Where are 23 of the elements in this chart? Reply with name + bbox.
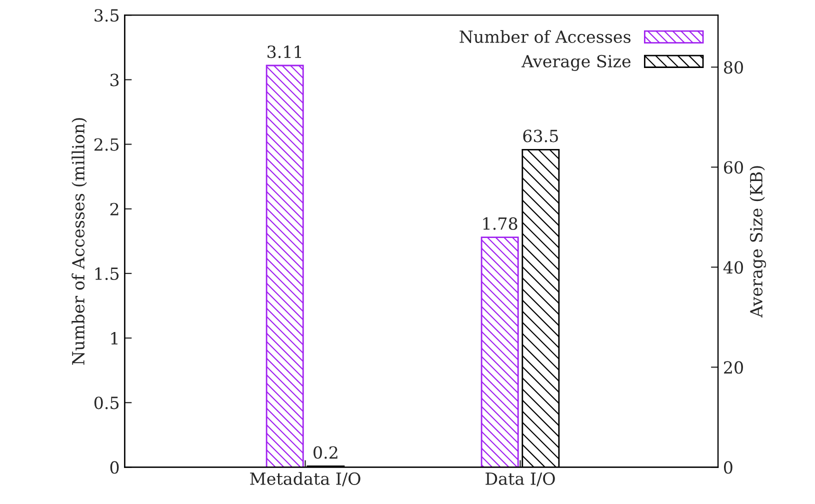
y-tick-label: 0.5 <box>94 396 119 410</box>
y-tick-label: 3.5 <box>94 9 119 22</box>
y2-tick-label: 20 <box>724 361 743 374</box>
y-tick-label: 1.5 <box>95 267 119 280</box>
y2-tick-label: 60 <box>724 161 743 174</box>
y2-tick-label: 0 <box>724 461 732 474</box>
y-axis-title: Number of Accesses (million) <box>72 118 87 365</box>
y-tick-label: 0 <box>110 461 119 474</box>
y2-axis-title: Average Size (KB) <box>750 166 766 318</box>
y2-tick-label: 40 <box>723 261 743 274</box>
y2-tick-label: 80 <box>724 61 743 74</box>
y-tick-label: 2.5 <box>94 138 119 151</box>
y-tick-label: 1 <box>111 332 118 344</box>
data-label: 3.11 <box>268 45 302 58</box>
legend-label: Average Size <box>521 54 631 71</box>
x-tick-label: Data I/O <box>486 472 555 486</box>
x-tick-label: Metadata I/O <box>250 472 360 486</box>
legend-label: Number of Accesses <box>460 30 630 44</box>
y-tick-label: 2 <box>110 202 118 216</box>
data-label: 1.78 <box>483 217 518 230</box>
y-tick-label: 3 <box>110 74 119 86</box>
data-label: 63.5 <box>523 130 558 142</box>
data-label: 0.2 <box>314 446 338 459</box>
